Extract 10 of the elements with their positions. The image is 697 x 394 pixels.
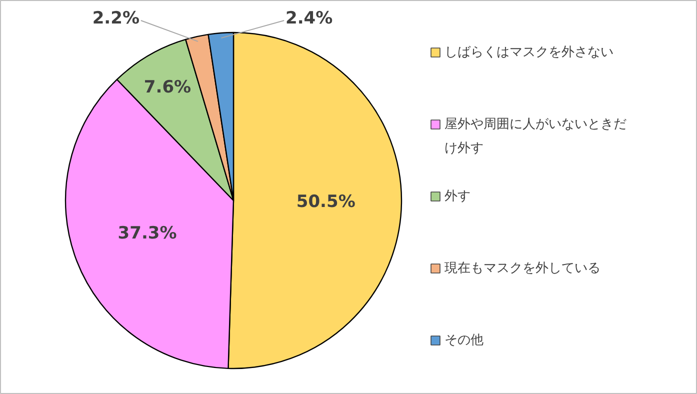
data-label: 37.3%	[118, 224, 177, 244]
legend-label: 屋外や周囲に人がいないときだけ外す	[444, 117, 626, 156]
legend-label: その他	[444, 333, 484, 348]
data-label: 2.2%	[92, 8, 140, 28]
data-label: 2.4%	[286, 8, 333, 28]
legend-label: 外す	[444, 189, 470, 204]
legend-label: しばらくはマスクを外さない	[444, 45, 614, 60]
data-label: 7.6%	[144, 77, 192, 98]
data-label: 50.5%	[296, 192, 356, 212]
legend-label: 現在もマスクを外している	[444, 261, 600, 276]
